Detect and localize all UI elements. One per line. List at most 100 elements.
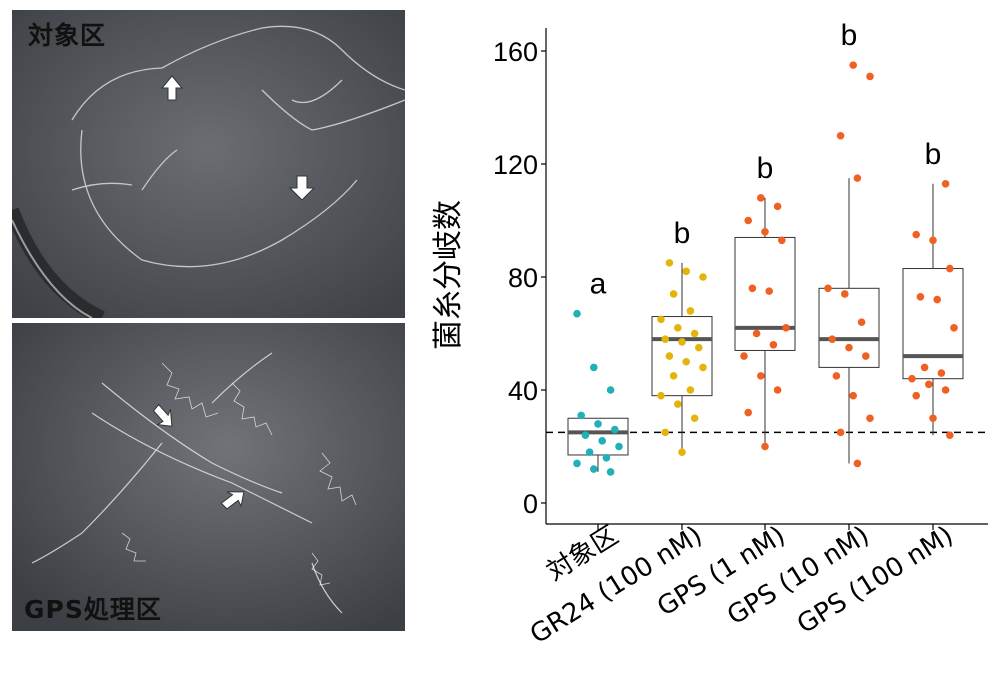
data-point (950, 324, 958, 332)
y-tick-label: 160 (493, 37, 538, 67)
data-point (744, 216, 752, 225)
data-point (686, 307, 695, 315)
data-point (682, 267, 690, 276)
data-point (761, 442, 769, 451)
data-point (690, 414, 699, 423)
data-point (761, 228, 769, 236)
data-point (590, 465, 598, 473)
data-point (665, 352, 674, 360)
data-point (611, 425, 619, 434)
iqr-box (567, 417, 629, 456)
data-point (757, 372, 765, 380)
data-point (832, 372, 841, 380)
y-tick-label: 80 (508, 263, 538, 293)
data-point (841, 290, 849, 298)
data-point (853, 459, 862, 468)
data-point (845, 343, 853, 352)
data-point (946, 264, 954, 273)
data-point (590, 363, 598, 372)
y-tick-label: 40 (508, 376, 538, 406)
data-point (773, 386, 782, 394)
data-point (674, 324, 682, 332)
data-point (933, 295, 941, 304)
control-photo-label: 対象区 (28, 21, 107, 50)
data-point (866, 72, 874, 81)
data-point (594, 420, 602, 428)
y-tick-label: 120 (493, 150, 538, 180)
data-point (602, 454, 611, 462)
data-point (849, 61, 857, 69)
data-point (695, 343, 703, 352)
gps-treatment-photo (12, 323, 405, 631)
iqr-box (818, 287, 880, 368)
data-point (857, 318, 866, 327)
data-point (925, 380, 933, 389)
y-tick-label: 0 (523, 489, 538, 519)
data-point (929, 414, 937, 423)
data-point (866, 414, 874, 423)
data-point (782, 324, 790, 332)
data-point (606, 386, 615, 394)
iqr-box (651, 316, 713, 397)
data-point (769, 341, 778, 349)
data-point (941, 179, 950, 188)
data-point (577, 411, 585, 420)
data-point (657, 315, 665, 324)
significance-letter: a (590, 268, 607, 301)
data-point (690, 329, 699, 338)
data-point (581, 431, 590, 440)
data-point (912, 391, 920, 400)
significance-letter: b (841, 19, 858, 52)
data-point (824, 284, 832, 293)
data-point (836, 131, 845, 140)
data-point (752, 329, 761, 338)
data-point (686, 386, 695, 394)
data-point (744, 408, 752, 417)
data-point (916, 292, 925, 301)
data-point (828, 335, 836, 343)
data-point (836, 428, 845, 437)
data-point (661, 335, 669, 343)
data-point (598, 437, 606, 445)
significance-letter: b (757, 152, 774, 185)
data-point (740, 352, 748, 360)
data-point (682, 357, 690, 366)
data-point (748, 284, 757, 293)
data-point (573, 459, 581, 468)
data-point (757, 194, 765, 202)
data-point (699, 363, 707, 372)
data-point (929, 236, 937, 245)
gps-photo-label: GPS処理区 (24, 595, 162, 624)
iqr-box (902, 268, 964, 380)
control-photo (12, 10, 405, 318)
data-point (908, 374, 916, 383)
data-point (661, 428, 669, 437)
y-axis-label: 菌糸分岐数 (431, 200, 466, 350)
data-point (699, 273, 707, 281)
data-point (946, 431, 954, 440)
data-point (585, 448, 594, 456)
data-point (920, 363, 929, 372)
data-point (678, 338, 686, 346)
data-point (674, 400, 682, 408)
data-point (665, 259, 674, 267)
data-point (778, 236, 786, 245)
data-point (615, 442, 623, 451)
data-point (937, 369, 946, 377)
data-point (678, 448, 686, 456)
data-point (773, 202, 782, 211)
data-point (853, 174, 862, 182)
data-point (849, 391, 857, 400)
iqr-box (734, 236, 796, 351)
data-point (765, 287, 773, 295)
data-point (669, 372, 678, 380)
data-point (669, 290, 678, 298)
data-point (941, 386, 950, 394)
data-point (912, 230, 920, 239)
data-point (862, 352, 870, 360)
data-point (606, 468, 615, 476)
data-point (657, 391, 665, 400)
significance-letter: b (925, 138, 942, 171)
data-point (573, 309, 581, 318)
